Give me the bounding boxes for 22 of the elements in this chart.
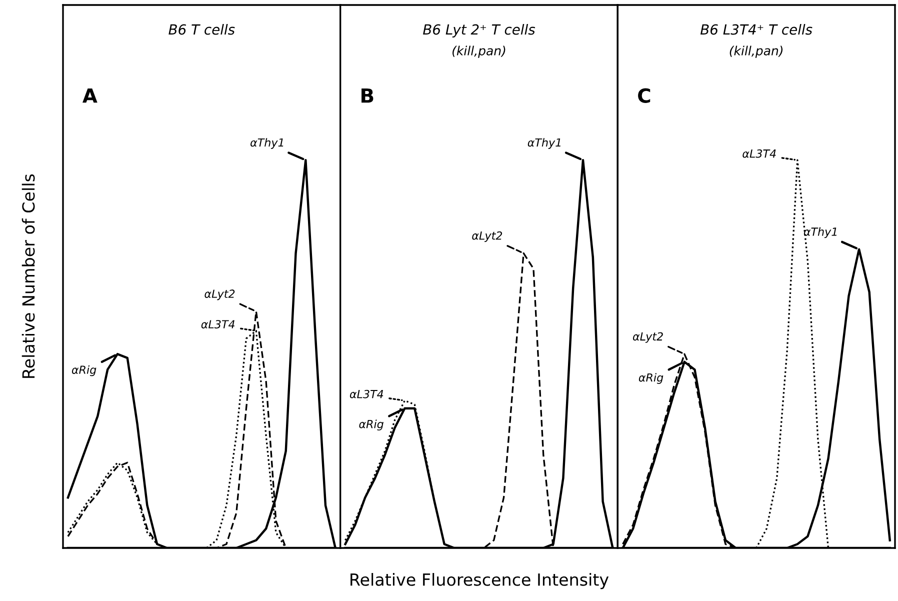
text: αLyt2 xyxy=(472,231,502,242)
chart-subtitle: (kill,pan) xyxy=(452,46,506,58)
y-axis-title: Relative Number of Cells xyxy=(22,174,35,378)
chart-title: B6 Lyt 2⁺ T cells xyxy=(423,24,536,38)
text: αLyt2 xyxy=(632,332,663,343)
series-label: αRig xyxy=(72,365,96,376)
legend-label: αL3T4 xyxy=(742,149,776,158)
text: αThy1 xyxy=(528,138,560,149)
chart-title: B6 L3T4⁺ T cells xyxy=(700,24,812,35)
text: αLyt2 xyxy=(204,290,235,300)
chart-subtitle: (kill,pan) xyxy=(730,46,783,58)
text: B xyxy=(362,88,374,103)
series-label: αRig xyxy=(359,420,384,430)
text: αThy1 xyxy=(250,138,284,149)
text: αThy1 xyxy=(804,227,837,238)
text: C xyxy=(638,88,650,103)
series-label: αRig xyxy=(638,373,664,384)
legend-label: αL3T4 xyxy=(201,320,235,328)
x-axis-title: Relative Fluorescence Intensity xyxy=(350,573,609,590)
text: A xyxy=(82,88,98,103)
legend-label: αL3T4 xyxy=(350,390,384,398)
chart-title: B6 T cells xyxy=(168,24,235,35)
